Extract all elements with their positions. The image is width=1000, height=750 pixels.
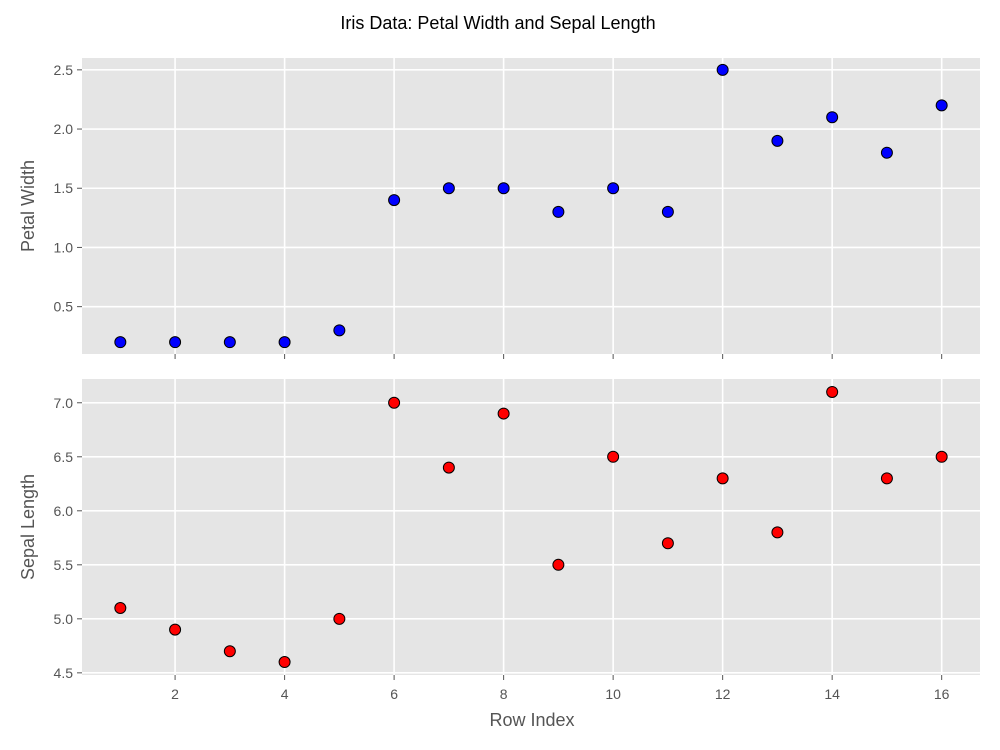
bottom-data-point	[771, 526, 784, 539]
bottom-y-tick-label: 6.0	[54, 503, 74, 519]
top-data-point	[607, 182, 620, 195]
bottom-y-tick-label: 4.5	[54, 665, 74, 681]
top-y-tick-label: 0.5	[54, 299, 74, 315]
bottom-x-tick-label: 12	[715, 686, 731, 702]
bottom-data-point	[278, 656, 291, 669]
bottom-subplot: 2 4 6 8 10 12 14 16 4.5 5.0 5.5 6.0 6.5 7.0 Sepal Leng…	[18, 379, 980, 730]
bottom-x-axis-label: Row Index	[489, 710, 574, 730]
top-data-point	[935, 99, 948, 112]
bottom-data-point	[223, 645, 236, 658]
bottom-x-tick-label: 2	[171, 686, 179, 702]
top-data-point	[716, 63, 729, 76]
bottom-data-point	[935, 450, 948, 463]
bottom-data-point	[552, 558, 565, 571]
top-y-tick-label: 1.0	[54, 239, 74, 255]
top-data-point	[278, 336, 291, 349]
bottom-data-point	[114, 602, 127, 615]
top-data-point	[771, 134, 784, 147]
top-data-point	[552, 205, 565, 218]
bottom-y-axis-label: Sepal Length	[18, 474, 38, 580]
bottom-data-point	[497, 407, 510, 420]
bottom-y-tick-label: 5.0	[54, 611, 74, 627]
top-data-point	[169, 336, 182, 349]
top-data-point	[388, 194, 401, 207]
bottom-data-point	[388, 396, 401, 409]
top-y-tick-label: 2.0	[54, 121, 74, 137]
bottom-y-tick-label: 6.5	[54, 449, 74, 465]
bottom-data-point	[826, 385, 839, 398]
top-data-point	[223, 336, 236, 349]
bottom-x-tick-label: 4	[281, 686, 289, 702]
top-data-point	[661, 205, 674, 218]
bottom-data-point	[661, 537, 674, 550]
bottom-data-point	[716, 472, 729, 485]
bottom-x-tick-label: 6	[390, 686, 398, 702]
bottom-x-tick-label: 16	[934, 686, 950, 702]
figure-title: Iris Data: Petal Width and Sepal Length	[340, 13, 655, 33]
top-data-point	[497, 182, 510, 195]
top-data-point	[442, 182, 455, 195]
bottom-data-point	[333, 612, 346, 625]
top-y-tick-label: 2.5	[54, 62, 74, 78]
top-data-point	[826, 111, 839, 124]
bottom-x-tick-label: 14	[824, 686, 840, 702]
top-subplot: 0.5 1.0 1.5 2.0 2.5 Petal Width	[18, 58, 980, 359]
bottom-x-tick-label: 10	[605, 686, 621, 702]
bottom-data-point	[169, 623, 182, 636]
top-y-tick-label: 1.5	[54, 180, 74, 196]
top-data-point	[333, 324, 346, 337]
top-y-axis-label: Petal Width	[18, 160, 38, 252]
top-data-point	[114, 336, 127, 349]
bottom-data-point	[880, 472, 893, 485]
bottom-data-point	[442, 461, 455, 474]
top-data-point	[880, 146, 893, 159]
bottom-x-tick-label: 8	[500, 686, 508, 702]
bottom-plot-panel	[82, 379, 980, 675]
bottom-y-tick-label: 7.0	[54, 395, 74, 411]
bottom-y-tick-label: 5.5	[54, 557, 74, 573]
top-plot-panel	[82, 58, 980, 354]
bottom-data-point	[607, 450, 620, 463]
